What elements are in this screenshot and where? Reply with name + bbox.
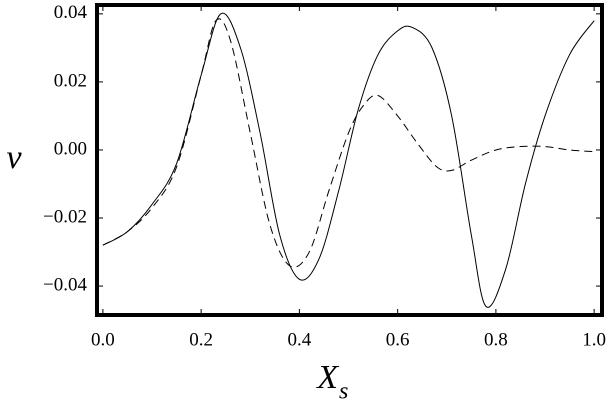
y-axis-label: v (6, 139, 22, 176)
x-tick-label: 0.0 (91, 329, 115, 350)
plot-frame (95, 3, 604, 317)
x-tick-label: 0.4 (288, 329, 312, 350)
x-tick-label: 1.0 (582, 329, 606, 350)
x-axis-label-subscript: s (339, 379, 348, 405)
x-axis-label: X (315, 359, 339, 396)
y-tick-label: 0.04 (54, 2, 88, 23)
y-tick-label: 0.02 (54, 70, 87, 91)
y-tick-label: 0.00 (54, 138, 87, 159)
x-tick-label: 0.2 (189, 329, 213, 350)
x-tick-label: 0.8 (484, 329, 508, 350)
series-line (102, 12, 595, 308)
y-tick-label: −0.04 (43, 274, 87, 295)
y-tick-label: −0.02 (43, 206, 87, 227)
series-line (102, 18, 595, 268)
x-tick-label: 0.6 (386, 329, 410, 350)
